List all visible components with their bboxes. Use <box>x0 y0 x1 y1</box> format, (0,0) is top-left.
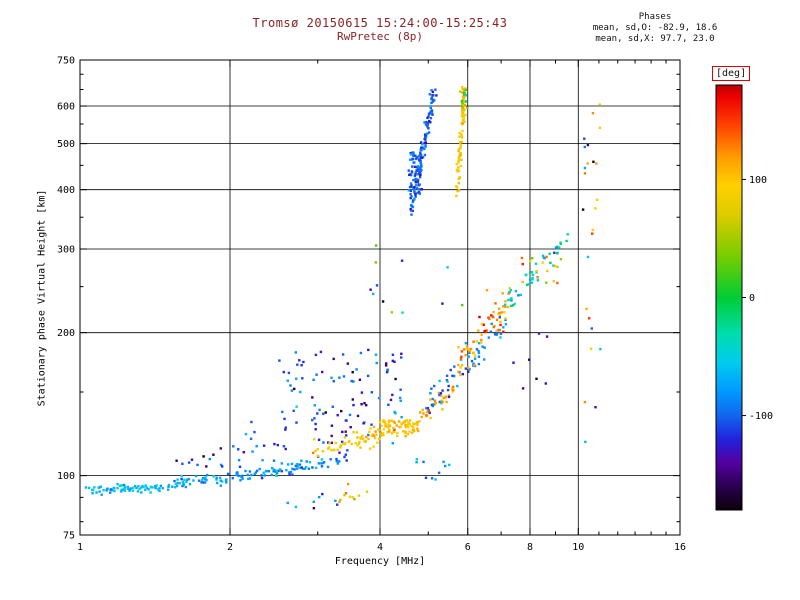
x-tick-label: 6 <box>465 542 471 553</box>
y-tick-label: 200 <box>57 328 75 339</box>
axis-tick-labels: 1 2 4 6 8 10 16 75 100 200 300 400 500 600 750 <box>57 56 686 554</box>
x-tick-label: 10 <box>572 542 584 553</box>
y-tick-label: 100 <box>57 471 75 482</box>
phases-annotation: Phases mean, sd,O: -82.9, 18.6 mean, sd,… <box>588 12 722 45</box>
phases-heading: Phases <box>638 12 672 22</box>
colorbar-tick-label: 100 <box>749 175 767 186</box>
y-tick-label: 300 <box>57 245 75 256</box>
x-tick-label: 4 <box>377 542 383 553</box>
y-tick-label: 75 <box>63 531 75 542</box>
x-tick-label: 2 <box>227 542 233 553</box>
y-axis-label: Stationary phase Virtual Height [km] <box>36 189 48 407</box>
phases-line-o: mean, sd,O: -82.9, 18.6 <box>592 23 718 33</box>
colorbar <box>715 84 743 511</box>
x-tick-label: 1 <box>77 542 83 553</box>
plot-subtitle: RwPretec (8p) <box>336 30 424 43</box>
y-tick-label: 600 <box>57 102 75 113</box>
x-tick-label: 8 <box>527 542 533 553</box>
phases-line-x: mean, sd,X: 97.7, 23.0 <box>595 34 715 44</box>
x-tick-label: 16 <box>674 542 686 553</box>
y-tick-label: 500 <box>57 139 75 150</box>
y-tick-label: 400 <box>57 185 75 196</box>
axis-ticks <box>79 59 681 536</box>
grid-lines <box>80 60 680 535</box>
plot-title: Tromsø 20150615 15:24:00-15:25:43 <box>252 16 508 30</box>
colorbar-tick-label: -100 <box>749 411 773 422</box>
colorbar-tick-label: 0 <box>749 293 755 304</box>
x-axis-label: Frequency [MHz] <box>334 556 426 567</box>
y-tick-label: 750 <box>57 56 75 67</box>
colorbar-unit-label: [deg] <box>712 66 751 81</box>
scatter-points <box>84 86 602 510</box>
